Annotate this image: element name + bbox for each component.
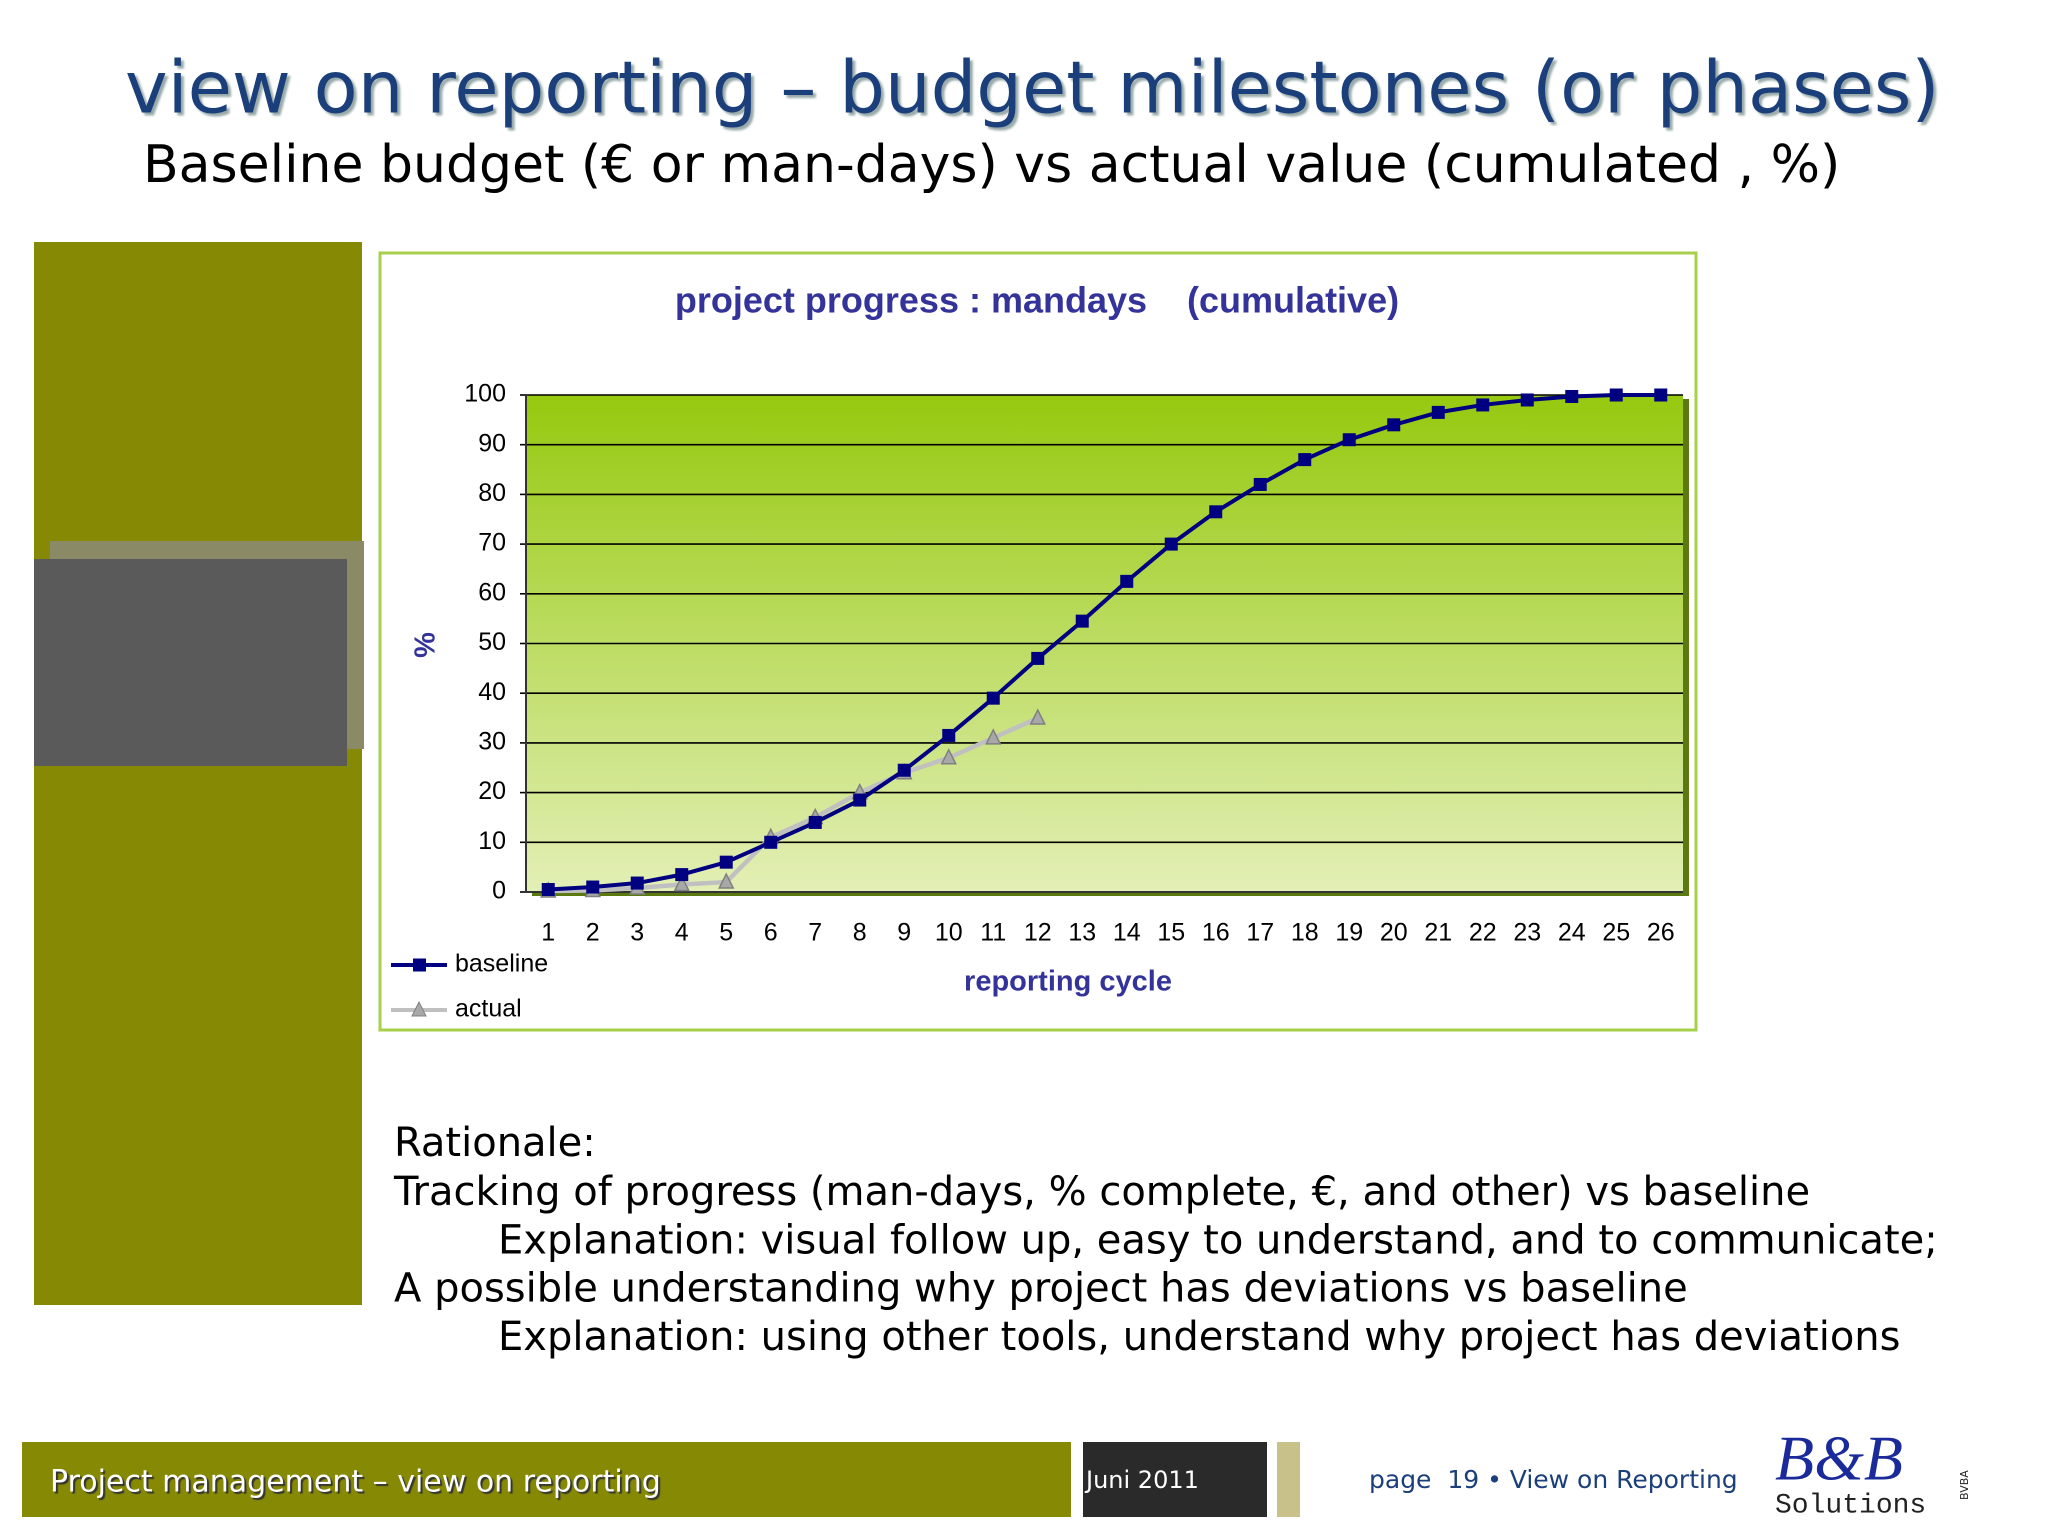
logo-sub: Solutions <box>1775 1490 1926 1521</box>
data-point <box>1298 453 1312 467</box>
slide-subtitle: Baseline budget (€ or man-days) vs actua… <box>143 135 1840 195</box>
x-tick-label: 5 <box>719 919 733 947</box>
data-point <box>1431 405 1445 419</box>
legend-marker <box>411 1000 427 1017</box>
data-point <box>541 883 555 897</box>
data-point <box>1120 574 1134 588</box>
data-point <box>1342 433 1356 447</box>
y-tick-label: 50 <box>478 628 506 656</box>
rationale-line: A possible understanding why project has… <box>394 1266 1688 1312</box>
x-tick-label: 25 <box>1602 919 1630 947</box>
series-line <box>548 393 1661 892</box>
x-tick-label: 13 <box>1068 919 1096 947</box>
slide-title: view on reporting – budget milestones (o… <box>125 46 1939 130</box>
data-point <box>1387 418 1401 432</box>
x-tick-label: 23 <box>1513 919 1541 947</box>
y-tick-label: 20 <box>478 777 506 805</box>
rationale-line: Explanation: using other tools, understa… <box>498 1314 1901 1360</box>
x-tick-label: 12 <box>1024 919 1052 947</box>
data-point <box>718 872 735 889</box>
footer-bar <box>22 1442 1071 1517</box>
x-tick-label: 7 <box>808 919 822 947</box>
data-point <box>630 876 644 890</box>
data-point <box>1164 537 1178 551</box>
data-point <box>808 815 822 829</box>
x-tick-label: 22 <box>1469 919 1497 947</box>
y-tick-label: 60 <box>478 578 506 606</box>
y-tick-label: 10 <box>478 827 506 855</box>
x-tick-label: 24 <box>1558 919 1586 947</box>
data-point <box>675 868 689 882</box>
x-tick-label: 14 <box>1113 919 1141 947</box>
rationale-line: Explanation: visual follow up, easy to u… <box>498 1217 1938 1263</box>
footer-accent <box>1277 1442 1300 1517</box>
x-tick-label: 11 <box>980 919 1006 947</box>
footer-title: Project management – view on reporting <box>50 1465 661 1500</box>
y-tick-label: 70 <box>478 529 506 557</box>
logo: B&B <box>1775 1423 1903 1494</box>
y-tick-label: 80 <box>478 479 506 507</box>
date-box <box>1083 1442 1267 1517</box>
x-tick-label: 18 <box>1291 919 1319 947</box>
legend-marker <box>413 958 426 972</box>
x-tick-label: 15 <box>1157 919 1185 947</box>
data-point <box>1565 389 1579 403</box>
data-point <box>1609 388 1623 402</box>
x-tick-label: 8 <box>853 919 867 947</box>
side-panel <box>34 242 362 1305</box>
y-tick-label: 0 <box>492 877 506 905</box>
x-tick-label: 10 <box>935 919 963 947</box>
data-point <box>1654 388 1668 402</box>
x-tick-label: 6 <box>764 919 778 947</box>
data-point <box>1209 505 1223 519</box>
data-point <box>586 880 600 894</box>
data-point <box>1476 398 1490 412</box>
x-tick-label: 21 <box>1424 919 1452 947</box>
data-point <box>853 793 867 807</box>
rationale-heading: Rationale: <box>394 1120 596 1166</box>
logo-tag: BVBA <box>1958 1470 1971 1500</box>
x-tick-label: 9 <box>897 919 911 947</box>
data-point <box>764 835 778 849</box>
x-axis-label: reporting cycle <box>964 966 1172 998</box>
y-tick-label: 40 <box>478 678 506 706</box>
y-tick-label: 30 <box>478 728 506 756</box>
data-point <box>897 763 911 777</box>
x-tick-label: 20 <box>1380 919 1408 947</box>
rationale-line: Tracking of progress (man-days, % comple… <box>393 1169 1810 1215</box>
data-point <box>673 874 690 892</box>
photo <box>34 559 347 766</box>
data-point <box>1075 614 1089 628</box>
x-tick-label: 4 <box>675 919 689 947</box>
data-point <box>1253 477 1267 491</box>
x-tick-label: 16 <box>1202 919 1230 947</box>
data-point <box>719 855 733 869</box>
page-label: page 19 • View on Reporting <box>1369 1465 1738 1494</box>
y-tick-label: 100 <box>464 380 506 408</box>
legend-label: baseline <box>455 950 548 978</box>
chart-title: project progress : mandays (cumulative) <box>675 280 1399 321</box>
data-point <box>986 691 1000 705</box>
x-tick-label: 26 <box>1647 919 1675 947</box>
x-tick-label: 2 <box>586 919 600 947</box>
y-axis-label: % <box>410 632 442 658</box>
x-tick-label: 1 <box>541 919 555 947</box>
data-point <box>1029 708 1046 725</box>
data-point <box>940 748 957 765</box>
data-point <box>1520 393 1534 407</box>
data-point <box>1031 651 1045 665</box>
x-tick-label: 3 <box>630 919 644 947</box>
footer-date: Juni 2011 <box>1084 1466 1199 1494</box>
x-tick-label: 19 <box>1335 919 1363 947</box>
y-tick-label: 90 <box>478 429 506 457</box>
legend-label: actual <box>455 995 522 1023</box>
data-point <box>942 728 956 742</box>
series-line <box>548 715 1039 894</box>
x-tick-label: 17 <box>1246 919 1274 947</box>
data-point <box>985 728 1002 745</box>
